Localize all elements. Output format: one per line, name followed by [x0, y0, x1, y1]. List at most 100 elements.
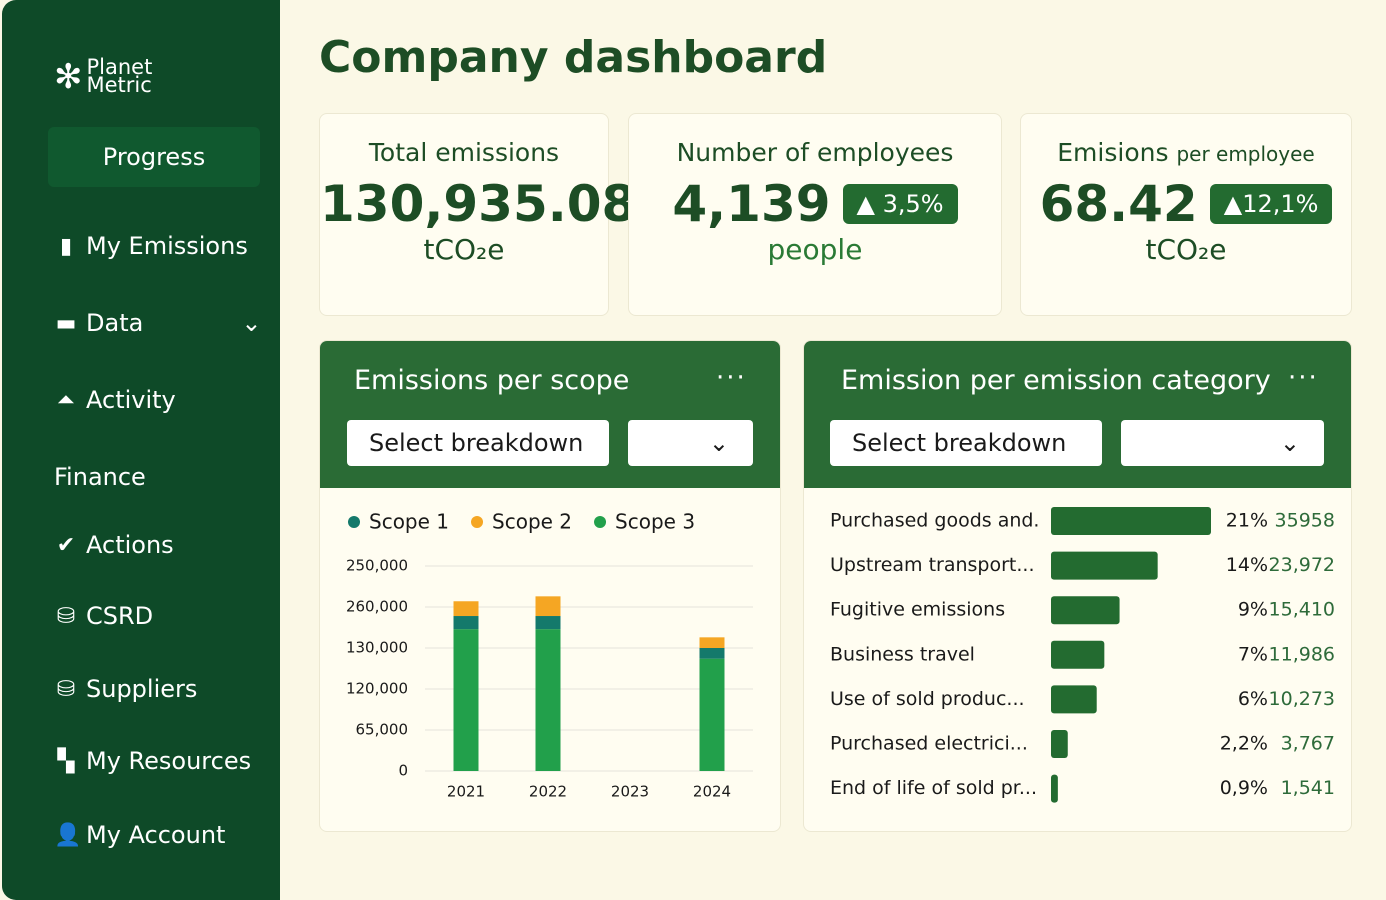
nav-label: CSRD	[86, 602, 154, 630]
legend-swatch	[594, 516, 607, 528]
y-tick-label: 65,000	[356, 721, 409, 739]
nav-label: Data	[86, 309, 144, 337]
y-tick-label: 0	[398, 762, 408, 780]
legend-swatch	[471, 516, 484, 528]
kpi-card: Total emissions 130,935.08 tCO₂e	[319, 113, 636, 316]
nav-item[interactable]: 👤 My Account	[54, 821, 225, 849]
logo-icon: ✻	[54, 57, 83, 97]
bar	[1051, 685, 1097, 714]
nav-label: My Account	[86, 821, 226, 849]
badge: ▲ 3,5%	[842, 184, 958, 224]
chart: Scope 1 Scope 2 Scope 3 250,000 260,000 130,0…	[346, 510, 753, 801]
menu-button[interactable]: ···	[716, 363, 747, 393]
select[interactable]: Select breakdown	[347, 420, 609, 466]
category-label: Business travel	[830, 643, 975, 665]
nav-icon: 👤	[54, 822, 82, 848]
amount-label: 1,541	[1281, 777, 1335, 799]
bar-segment	[453, 616, 479, 630]
category-label: Purchased goods and.	[830, 510, 1039, 532]
badge-text: 3,5%	[882, 190, 944, 218]
bar	[1051, 730, 1068, 758]
badge-text: 12,1%	[1242, 190, 1319, 218]
category-label: Fugitive emissions	[830, 599, 1005, 621]
amount-label: 15,410	[1269, 599, 1335, 621]
card-title: Number of employees	[676, 138, 954, 167]
nav-icon: ✔	[56, 532, 76, 558]
panel: Emission per emission category ··· Selec…	[803, 340, 1352, 832]
panel: Emissions per scope ··· Select breakdown…	[319, 340, 781, 832]
nav-icon: ⛁	[56, 676, 76, 702]
nav-icon: ▚	[57, 748, 75, 774]
category-label: Purchased electrici...	[830, 733, 1028, 755]
dropdown[interactable]: ⌄	[628, 420, 753, 466]
category-label: Upstream transport...	[830, 554, 1035, 576]
logo: ✻ Planet Metric	[54, 57, 152, 97]
amount-label: 3,767	[1281, 733, 1335, 755]
logo-text: Metric	[86, 73, 152, 97]
panel-title: Emissions per scope	[354, 365, 630, 396]
nav-label: My Emissions	[86, 232, 248, 260]
value-label: 21%	[1226, 510, 1268, 532]
dropdown[interactable]: ⌄	[1121, 420, 1324, 466]
legend-label: Scope 2	[492, 510, 572, 534]
nav-label: Finance	[54, 463, 146, 491]
panel-header: Emission per emission category ··· Selec…	[804, 341, 1351, 488]
x-tick-label: 2024	[693, 783, 731, 801]
bar	[1051, 507, 1211, 535]
nav-item[interactable]: ▚ My Resources	[54, 747, 252, 775]
bar-segment	[699, 648, 725, 659]
nav-label: Suppliers	[86, 675, 198, 703]
card-title: Total emissions	[368, 138, 560, 167]
card-value: 130,935.08	[320, 175, 637, 233]
chart: Purchased goods and. 21% 35958 Upstream tra…	[830, 507, 1335, 803]
nav-label: Actions	[86, 531, 174, 559]
legend-label: Scope 1	[369, 510, 449, 534]
y-tick-label: 130,000	[346, 639, 408, 657]
value-label: 0,9%	[1220, 777, 1268, 799]
bar-segment	[699, 637, 725, 648]
value-label: 9%	[1238, 599, 1268, 621]
kpi-card: Emisions per employee 68.42 ▲12,1% tCO₂e	[1020, 113, 1352, 316]
nav-item[interactable]: ▮ My Emissions	[54, 232, 248, 260]
bar	[1051, 640, 1105, 669]
amount-label: 11,986	[1269, 643, 1335, 665]
bar	[1051, 551, 1158, 580]
legend-swatch	[348, 516, 360, 528]
nav-item[interactable]: ⛁ CSRD	[54, 602, 153, 630]
panel-title: Emission per emission category	[841, 365, 1271, 396]
nav-label: My Resources	[86, 747, 252, 775]
nav-item[interactable]: ✔ Actions	[54, 531, 174, 559]
sidebar: ✻ Planet Metric Progress ▮ My Emissions ▬ Da…	[2, 0, 280, 900]
page-title: Company dashboard	[319, 32, 828, 83]
value-label: 14%	[1226, 554, 1268, 576]
nav-label: Activity	[86, 386, 176, 414]
card-value: 4,139	[672, 175, 831, 233]
menu-button[interactable]: ···	[1288, 363, 1319, 393]
amount-label: 35958	[1275, 510, 1335, 532]
bar-segment	[535, 629, 561, 771]
nav-item[interactable]: ⏶ Activity	[54, 386, 176, 414]
nav-item[interactable]: Finance	[54, 463, 146, 491]
x-tick-label: 2021	[447, 783, 485, 801]
nav-item[interactable]: ⛁ Suppliers	[54, 675, 198, 703]
nav-icon: ⛁	[56, 603, 76, 629]
card-title: per employee	[1176, 142, 1315, 166]
category-label: Use of sold produc...	[830, 688, 1025, 710]
x-tick-label: 2023	[611, 783, 649, 801]
y-tick-label: 260,000	[346, 598, 408, 616]
legend-label: Scope 3	[615, 510, 695, 534]
y-tick-label: 250,000	[346, 557, 408, 575]
nav-item[interactable]: ▬ Data ⌄	[54, 309, 262, 337]
amount-label: 10,273	[1269, 688, 1335, 710]
select[interactable]: Select breakdown	[830, 420, 1102, 466]
card-title: Emisions	[1057, 138, 1169, 167]
bar-segment	[453, 629, 479, 771]
amount-label: 23,972	[1269, 554, 1335, 576]
nav-active[interactable]: Progress	[48, 127, 260, 187]
nav-icon: ▮	[59, 233, 73, 259]
badge: ▲12,1%	[1209, 184, 1333, 224]
bar-segment	[699, 658, 725, 771]
bar	[1051, 596, 1120, 625]
panel-header: Emissions per scope ··· Select breakdown…	[320, 341, 780, 488]
